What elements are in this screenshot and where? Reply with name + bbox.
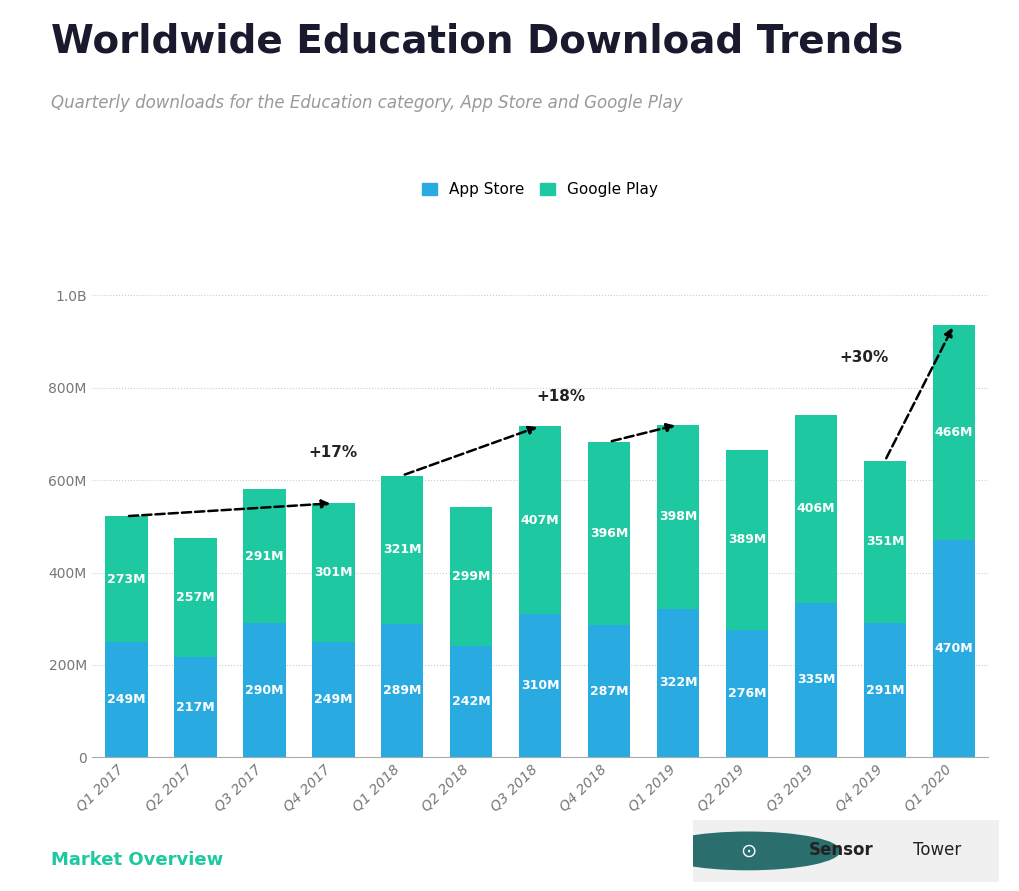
Text: 351M: 351M <box>866 535 904 548</box>
Bar <box>105 516 148 642</box>
Bar <box>243 624 285 757</box>
Text: 396M: 396M <box>590 527 628 540</box>
Text: Worldwide Education Download Trends: Worldwide Education Download Trends <box>51 22 903 61</box>
Bar <box>519 426 561 614</box>
Bar <box>312 642 355 757</box>
Bar <box>795 602 838 757</box>
Bar <box>449 646 492 757</box>
Bar <box>519 614 561 757</box>
Bar <box>449 507 492 646</box>
Text: 289M: 289M <box>383 684 421 697</box>
Bar <box>588 625 631 757</box>
Text: Quarterly downloads for the Education category, App Store and Google Play: Quarterly downloads for the Education ca… <box>51 94 683 111</box>
Circle shape <box>656 832 840 870</box>
Text: 291M: 291M <box>245 550 283 562</box>
Text: 290M: 290M <box>245 684 283 697</box>
Bar <box>312 503 355 642</box>
Bar <box>174 657 217 757</box>
Text: 406M: 406M <box>797 503 836 515</box>
Text: Market Overview: Market Overview <box>51 851 223 869</box>
Text: 257M: 257M <box>176 592 214 604</box>
Bar <box>863 461 906 623</box>
Text: 407M: 407M <box>521 513 559 527</box>
Text: 466M: 466M <box>934 426 973 439</box>
Text: Sensor: Sensor <box>809 840 874 859</box>
Bar <box>656 609 699 757</box>
Bar <box>932 540 975 757</box>
Text: +30%: +30% <box>840 350 889 365</box>
Bar <box>726 450 768 630</box>
Bar <box>243 489 285 624</box>
Text: 470M: 470M <box>934 642 973 655</box>
Text: 287M: 287M <box>590 684 629 698</box>
Bar <box>174 538 217 657</box>
Text: 301M: 301M <box>314 567 353 579</box>
Bar <box>726 630 768 757</box>
Text: 242M: 242M <box>451 695 490 708</box>
Text: +17%: +17% <box>309 445 358 460</box>
Bar <box>863 623 906 757</box>
Text: 389M: 389M <box>728 534 766 546</box>
Legend: App Store, Google Play: App Store, Google Play <box>416 176 664 203</box>
Bar <box>381 624 424 757</box>
Text: 249M: 249M <box>314 693 353 707</box>
Text: Tower: Tower <box>913 840 961 859</box>
Text: 217M: 217M <box>176 700 214 714</box>
Bar <box>381 476 424 624</box>
Text: 299M: 299M <box>451 570 490 583</box>
Bar <box>795 415 838 602</box>
Text: 291M: 291M <box>866 683 904 697</box>
Text: 398M: 398M <box>659 511 697 523</box>
Text: 249M: 249M <box>107 693 146 707</box>
Bar <box>656 425 699 609</box>
Text: 335M: 335M <box>797 674 836 686</box>
Text: 321M: 321M <box>383 544 422 556</box>
Bar <box>588 442 631 625</box>
Text: 310M: 310M <box>521 679 559 692</box>
Text: 276M: 276M <box>728 687 766 700</box>
Bar <box>932 325 975 540</box>
Text: 273M: 273M <box>107 573 146 585</box>
Text: 322M: 322M <box>658 676 697 690</box>
Text: ⊙: ⊙ <box>740 841 756 861</box>
Text: +18%: +18% <box>536 389 585 405</box>
Bar <box>105 642 148 757</box>
